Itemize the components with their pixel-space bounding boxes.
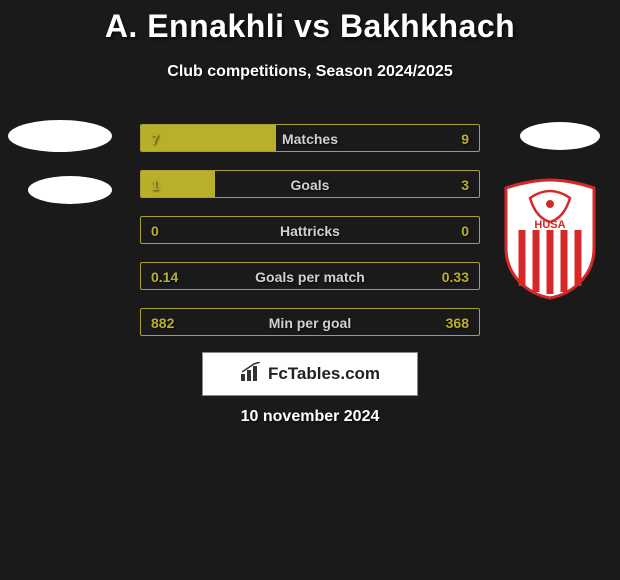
stat-row: Goals1 3 [140,170,480,198]
stat-label: Goals [141,171,479,198]
chart-icon [240,362,262,387]
stat-value-right: 0 [461,217,469,244]
stat-value-right: 9 [461,125,469,152]
stat-value-left: 882 [151,309,174,336]
left-player-placeholder-1 [8,120,112,152]
left-player-placeholder-2 [28,176,112,204]
stat-row: Matches7 9 [140,124,480,152]
source-logo-text: FcTables.com [268,364,380,384]
club-badge: HUSA [500,178,600,300]
stat-value-right: 0.33 [442,263,469,290]
subtitle: Club competitions, Season 2024/2025 [0,63,620,81]
page-title: A. Ennakhli vs Bakhkhach [0,0,620,45]
svg-text:HUSA: HUSA [534,219,565,231]
stat-value-left: 1 [151,171,159,198]
date-label: 10 november 2024 [0,408,620,426]
right-player-placeholder [520,122,600,150]
stat-label: Goals per match [141,263,479,290]
stats-table: Matches7 9 Goals1 3 Hattricks0 0 Goals per mat… [140,124,480,354]
source-logo: FcTables.com [202,352,418,396]
stat-value-left: 7 [151,125,159,152]
stat-value-left: 0.14 [151,263,178,290]
stat-label: Hattricks [141,217,479,244]
stat-row: Hattricks0 0 [140,216,480,244]
stat-value-left: 0 [151,217,159,244]
stat-row: Min per goal882 368 [140,308,480,336]
stat-value-right: 368 [446,309,469,336]
stat-label: Matches [141,125,479,152]
stat-label: Min per goal [141,309,479,336]
stat-value-right: 3 [461,171,469,198]
stat-row: Goals per match0.14 0.33 [140,262,480,290]
